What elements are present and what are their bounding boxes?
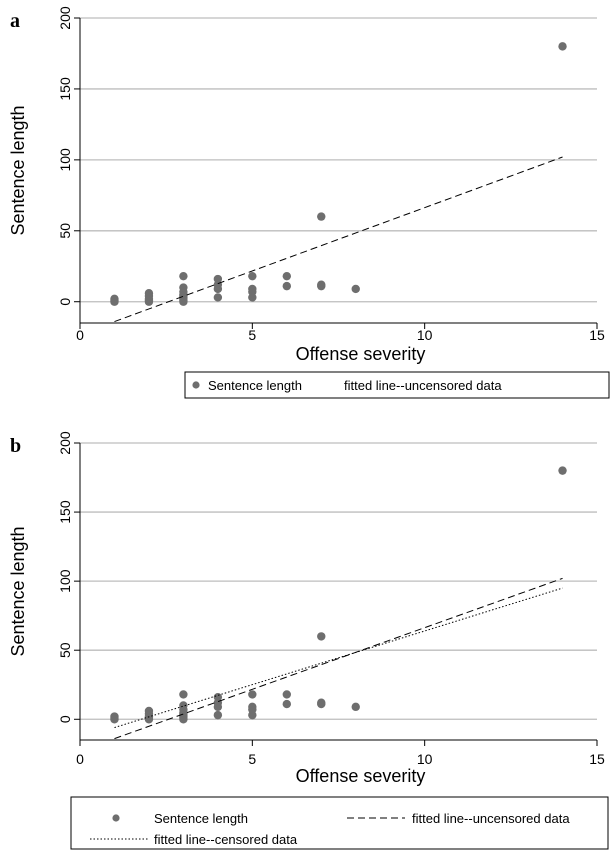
data-point [558, 466, 567, 475]
legend-marker-points [112, 814, 120, 822]
legend-marker-points [192, 381, 200, 389]
y-tick-label-200: 200 [57, 6, 73, 30]
legend-label: fitted line--uncensored data [412, 811, 570, 826]
data-point [351, 284, 360, 294]
data-point [179, 283, 188, 292]
data-point [179, 271, 188, 281]
legend-label: Sentence length [208, 378, 302, 393]
x-tick-label-0: 0 [76, 751, 84, 767]
fitted-line-uncensored [114, 577, 563, 740]
legend-box [184, 371, 610, 399]
y-tick-label-150: 150 [57, 500, 73, 524]
x-axis-title: Offense severity [296, 766, 426, 786]
y-tick-label-200: 200 [57, 431, 73, 455]
data-point [248, 284, 257, 294]
chart-panel-a: a 0 50 100 150 200 0 5 10 15 Offense severity Sente… [8, 6, 610, 399]
legend-label: fitted line--censored data [154, 832, 298, 847]
data-point [317, 280, 326, 289]
data-point [282, 699, 291, 709]
data-point [558, 42, 567, 51]
x-tick-label-5: 5 [248, 327, 256, 343]
x-tick-label-15: 15 [589, 751, 605, 767]
y-axis-title: Sentence length [8, 105, 28, 235]
x-tick-label-5: 5 [248, 751, 256, 767]
data-point [144, 706, 154, 716]
data-point [179, 701, 188, 710]
data-point [317, 212, 326, 221]
legend: Sentence length fitted line--uncensored d… [70, 796, 609, 850]
panel-letter: b [10, 435, 21, 457]
y-tick-label-150: 150 [57, 77, 73, 101]
data-point [179, 690, 188, 699]
data-point [213, 293, 223, 302]
y-tick-label-100: 100 [57, 148, 73, 172]
data-point [248, 702, 257, 712]
data-point [110, 715, 119, 724]
data-point [317, 632, 326, 641]
y-tick-label-50: 50 [57, 223, 73, 239]
y-tick-label-50: 50 [57, 642, 73, 658]
y-tick-label-100: 100 [57, 569, 73, 593]
legend-label: Sentence length [154, 811, 248, 826]
x-axis-title: Offense severity [296, 344, 426, 364]
data-point [213, 692, 223, 702]
panel-letter: a [10, 10, 20, 32]
data-point [248, 271, 257, 281]
data-point [282, 281, 291, 291]
data-point [282, 271, 291, 281]
data-point [248, 690, 257, 699]
data-point [110, 297, 119, 306]
x-tick-label-10: 10 [417, 327, 433, 343]
x-tick-label-10: 10 [417, 751, 433, 767]
y-tick-label-0: 0 [57, 715, 73, 723]
fitted-line-uncensored [114, 156, 563, 323]
fitted-line-censored [114, 587, 563, 729]
legend: Sentence length fitted line--uncensored d… [184, 371, 610, 399]
legend-box [70, 796, 609, 850]
y-tick-label-0: 0 [57, 298, 73, 306]
data-point [213, 274, 223, 284]
data-point [351, 702, 360, 712]
data-point [282, 690, 291, 699]
x-tick-label-15: 15 [589, 327, 605, 343]
data-point [213, 710, 223, 720]
chart-panel-b: b 0 50 100 150 200 0 5 10 15 Offense severity Sente… [8, 431, 609, 850]
data-point [144, 289, 154, 298]
legend-label: fitted line--uncensored data [344, 378, 502, 393]
x-tick-label-0: 0 [76, 327, 84, 343]
y-axis-title: Sentence length [8, 526, 28, 656]
data-point [317, 698, 326, 707]
